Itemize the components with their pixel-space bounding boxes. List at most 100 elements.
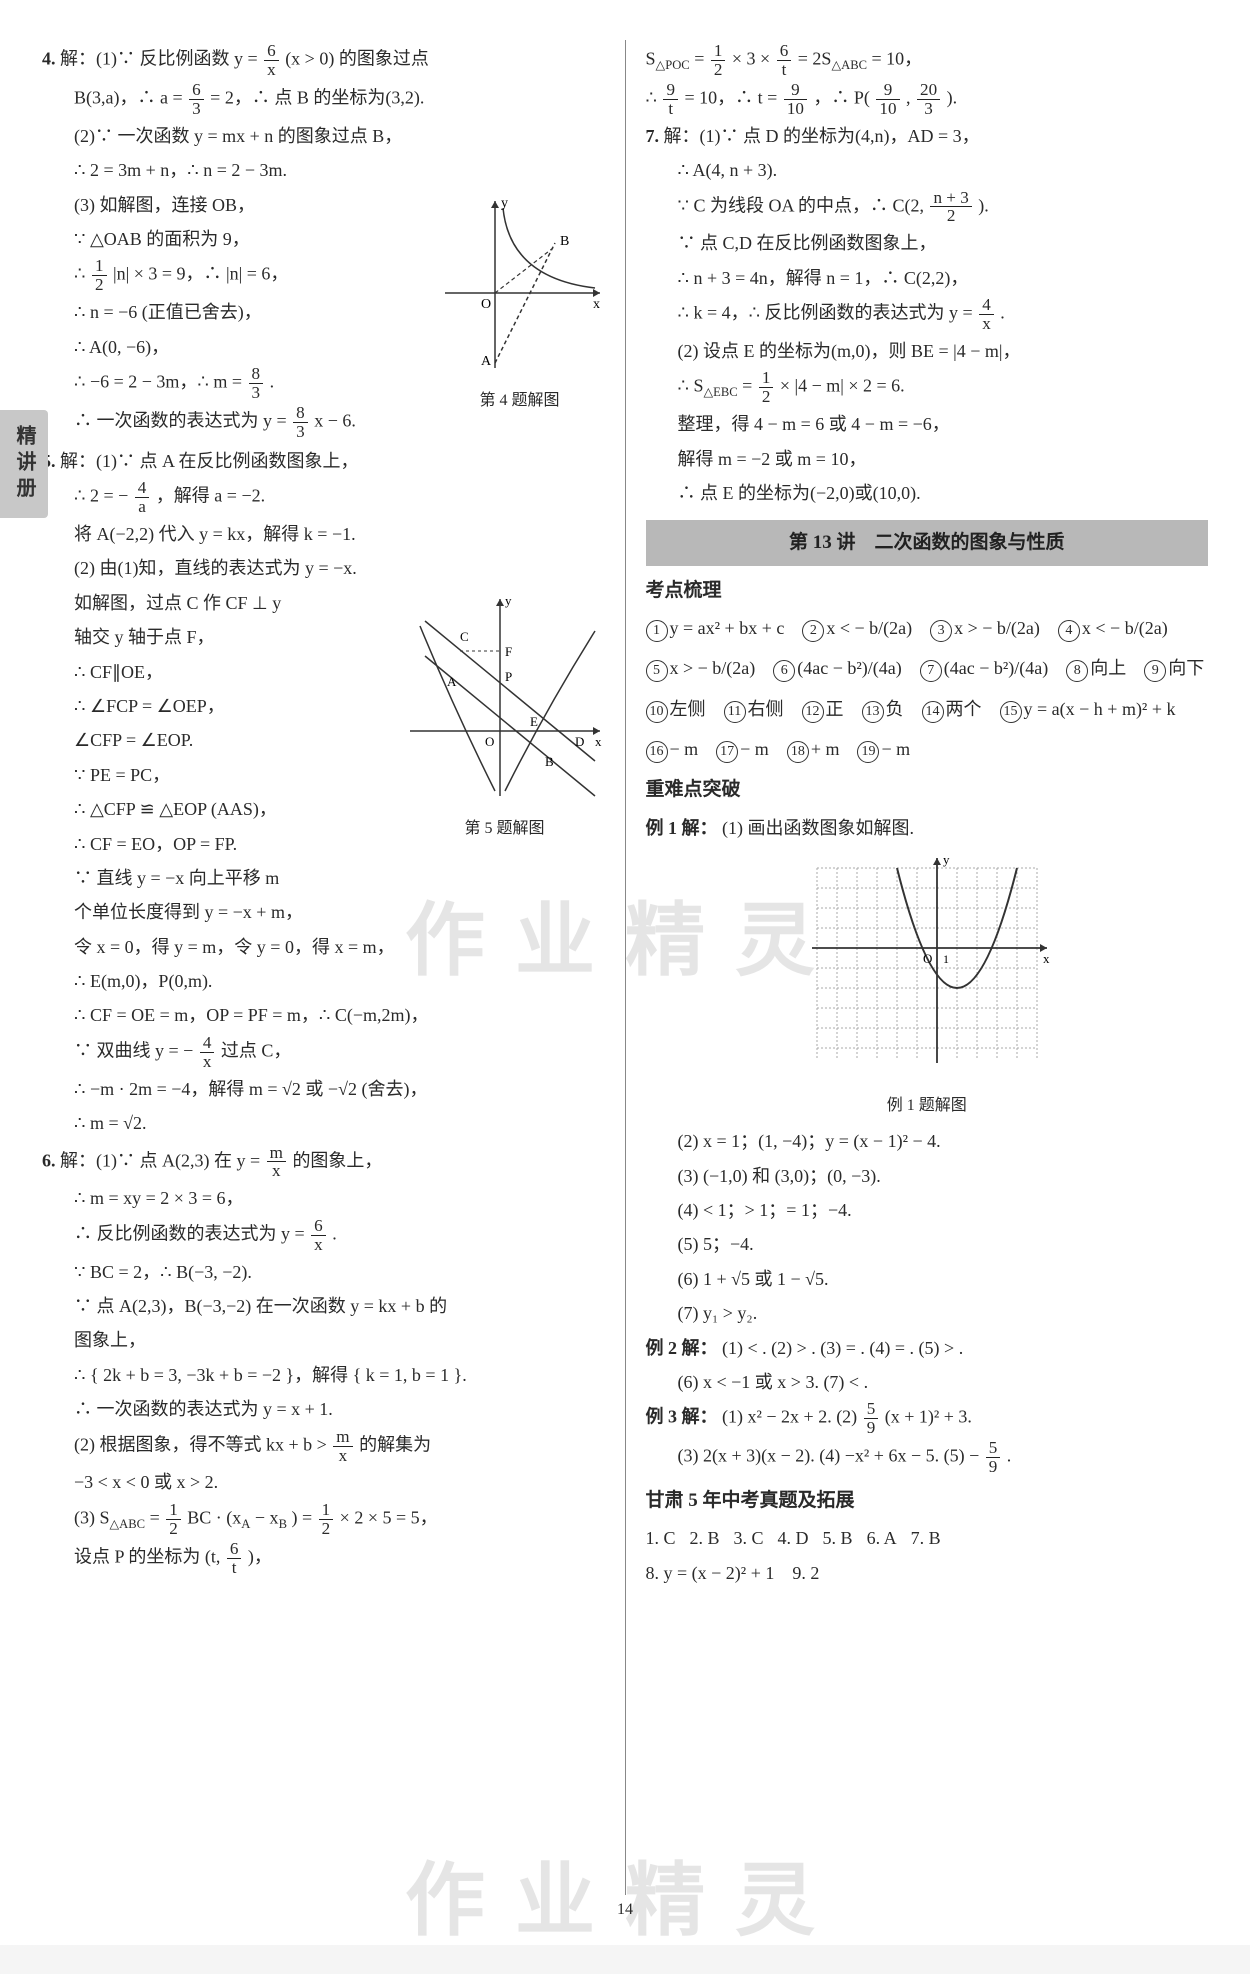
p6-frac2: 6x — [309, 1217, 328, 1254]
p6-frac5: 12 — [317, 1501, 336, 1538]
p5-l2b: ，解得 a = −2. — [156, 486, 265, 506]
kaodian-title: 考点梳理 — [646, 574, 1209, 608]
p5-l13: ∵ 直线 y = −x 向上平移 m — [42, 862, 605, 894]
p6-frac4: 12 — [164, 1501, 183, 1538]
ex3-frac2: 59 — [984, 1439, 1003, 1476]
p4-l2b: = 2，∴ 点 B 的坐标为(3,2). — [210, 87, 424, 107]
svg-text:A: A — [447, 674, 457, 689]
svg-text:E: E — [530, 714, 538, 729]
p6-l9a: (2) 根据图象，得不等式 kx + b > — [74, 1434, 331, 1454]
ex1-fig-caption: 例 1 题解图 — [646, 1092, 1209, 1121]
kp-item: 14两个 — [922, 693, 982, 725]
cont-l1d: = 2S — [798, 49, 832, 69]
kp-item: 11右侧 — [724, 693, 784, 725]
p6-l4: ∵ BC = 2，∴ B(−3, −2). — [42, 1256, 605, 1288]
p5-l1: 解：(1)∵ 点 A 在反比例函数图象上， — [60, 451, 359, 471]
svg-text:A: A — [481, 354, 492, 369]
p4-frac5: 83 — [291, 404, 310, 441]
p6-l7: ∴ { 2k + b = 3, −3k + b = −2 }，解得 { k = … — [42, 1359, 605, 1391]
svg-text:C: C — [460, 629, 469, 644]
p6-l11d: − x — [255, 1507, 279, 1527]
p4-l10b: . — [270, 372, 275, 392]
p7-l6b: . — [1000, 303, 1005, 323]
p5-fig-caption: 第 5 题解图 — [405, 815, 605, 844]
gansu-answer: 1. C — [646, 1528, 676, 1548]
p4-frac4: 83 — [247, 365, 266, 402]
p7-l4: ∵ 点 C,D 在反比例函数图象上， — [646, 227, 1209, 259]
svg-text:D: D — [575, 734, 584, 749]
p6-l11c: BC · (x — [187, 1507, 241, 1527]
gansu-answer: 2. B — [690, 1528, 720, 1548]
ex2-label: 例 2 解： — [646, 1338, 718, 1358]
p6-l1b: 的图象上， — [292, 1150, 382, 1170]
p7-l10: 解得 m = −2 或 m = 10， — [646, 443, 1209, 475]
kp-item: 8向上 — [1066, 652, 1126, 684]
svg-text:B: B — [545, 754, 554, 769]
cont-frac1: 12 — [709, 42, 728, 79]
p7-l2: ∴ A(4, n + 3). — [646, 154, 1209, 186]
p5-l3: 将 A(−2,2) 代入 y = kx，解得 k = −1. — [42, 518, 605, 550]
kp-item: 6(4ac − b²)/(4a) — [773, 652, 902, 684]
ex1-line: (6) 1 + √5 或 1 − √5. — [646, 1263, 1209, 1295]
p5-l4: (2) 由(1)知，直线的表达式为 y = −x. — [42, 552, 605, 584]
svg-text:x: x — [595, 734, 602, 749]
cont-l1c: × 3 × — [732, 49, 775, 69]
cont-l1a: S — [646, 49, 656, 69]
p6-l2: ∴ m = xy = 2 × 3 = 6， — [42, 1182, 605, 1214]
p6-frac3: mx — [331, 1428, 354, 1465]
p6-l11b: = — [150, 1507, 165, 1527]
kp-item: 18+ m — [787, 733, 840, 765]
svg-text:y: y — [501, 196, 508, 211]
svg-text:1: 1 — [943, 952, 949, 966]
kp-item: 4x < − b/(2a) — [1058, 612, 1168, 644]
cont-l1e: = 10， — [872, 49, 923, 69]
p6-l11sub: △ABC — [110, 1517, 146, 1531]
ex1-line: (3) (−1,0) 和 (3,0)；(0, −3). — [646, 1160, 1209, 1192]
p7-num: 7. — [646, 126, 660, 146]
p7-l1: 解：(1)∵ 点 D 的坐标为(4,n)，AD = 3， — [664, 126, 980, 146]
p7-l5: ∴ n + 3 = 4n，解得 n = 1，∴ C(2,2)， — [646, 262, 1209, 294]
problem-6: 6. 解：(1)∵ 点 A(2,3) 在 y = mx 的图象上， ∴ m = … — [42, 1144, 605, 1577]
kp-item: 12正 — [802, 693, 844, 725]
kp-item: 15y = a(x − h + m)² + k — [1000, 693, 1176, 725]
p4-frac2: 63 — [187, 81, 206, 118]
p7-l3a: ∵ C 为线段 OA 的中点，∴ C(2, — [678, 195, 929, 215]
p6-frac6: 6t — [225, 1540, 244, 1577]
p6-l11e: ) = — [291, 1507, 316, 1527]
ex1-figure: x y O 1 例 1 题解图 — [646, 848, 1209, 1121]
page-number: 14 — [617, 1896, 633, 1925]
cont-l1sub: △POC — [656, 58, 690, 72]
p5-frac1: 4a — [133, 479, 152, 516]
p4-l7b: |n| × 3 = 9，∴ |n| = 6， — [113, 264, 288, 284]
p6-l11a: (3) S — [74, 1507, 110, 1527]
p6-l10: −3 < x < 0 或 x > 2. — [42, 1466, 605, 1498]
p5-l18a: ∵ 双曲线 y = − — [74, 1040, 198, 1060]
p7-l9: 整理，得 4 − m = 6 或 4 − m = −6， — [646, 408, 1209, 440]
p7-l3b: ). — [978, 195, 989, 215]
p5-l17: ∴ CF = OE = m，OP = PF = m，∴ C(−m,2m)， — [42, 999, 605, 1031]
p6-l3b: . — [332, 1223, 337, 1243]
p4-l1b: (x > 0) 的图象过点 — [285, 49, 429, 69]
p6-num: 6. — [42, 1150, 56, 1170]
p7-l7: (2) 设点 E 的坐标为(m,0)，则 BE = |4 − m|， — [646, 335, 1209, 367]
p6-l11sub3: B — [279, 1517, 287, 1531]
problem-4: 4. 解：(1)∵ 反比例函数 y = 6x (x > 0) 的图象过点 B(3… — [42, 42, 605, 443]
kp-item: 17− m — [716, 733, 769, 765]
p6-l9b: 的解集为 — [359, 1434, 431, 1454]
svg-text:P: P — [505, 669, 512, 684]
p6-frac1: mx — [265, 1144, 288, 1181]
p5-l18b: 过点 C， — [221, 1040, 292, 1060]
p6-l8: ∴ 一次函数的表达式为 y = x + 1. — [42, 1393, 605, 1425]
gansu-answer: 5. B — [823, 1528, 853, 1548]
gansu-answer: 6. A — [867, 1528, 897, 1548]
p7-l8b: = — [742, 376, 757, 396]
p7-frac3: 12 — [757, 369, 776, 406]
svg-text:x: x — [1043, 951, 1050, 966]
p6-l5: ∵ 点 A(2,3)，B(−3,−2) 在一次函数 y = kx + b 的 — [42, 1290, 605, 1322]
p7-l8c: × |4 − m| × 2 = 6. — [780, 376, 905, 396]
p6-l6: 图象上， — [42, 1324, 605, 1356]
problem-7: 7. 解：(1)∵ 点 D 的坐标为(4,n)，AD = 3， ∴ A(4, n… — [646, 120, 1209, 510]
ex1-line: (4) < 1；> 1；= 1；−4. — [646, 1194, 1209, 1226]
kp-item: 1y = ax² + bx + c — [646, 612, 785, 644]
p4-l11b: x − 6. — [314, 410, 356, 430]
